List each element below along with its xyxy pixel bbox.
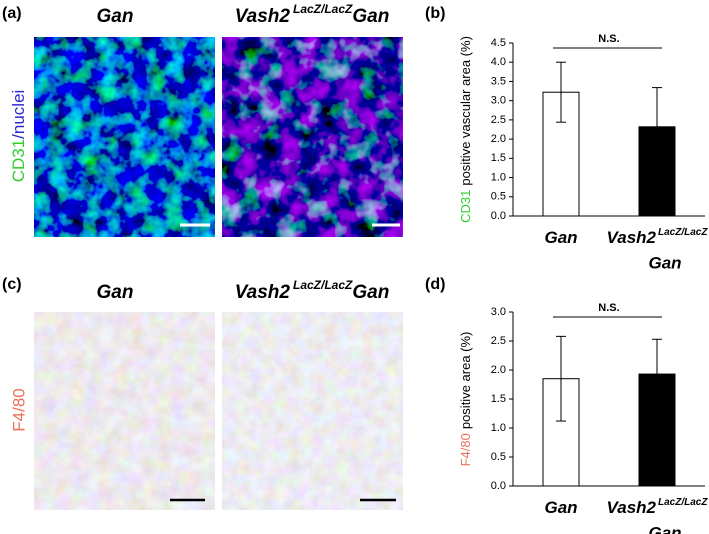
stain-text: CD31	[9, 139, 28, 182]
y-tick-label: 3.5	[491, 75, 506, 87]
stain-label: CD31/nuclei	[9, 90, 28, 183]
y-axis-label-part: positive vascular area (%)	[458, 36, 473, 186]
image-title: Vash2 LacZ/LacZGan	[235, 278, 390, 303]
micrograph	[34, 312, 215, 510]
micrograph	[222, 312, 403, 510]
stain-text: /nuclei	[9, 90, 28, 139]
y-axis-label-part: positive area (%)	[458, 332, 473, 430]
y-tick-label: 0.0	[491, 210, 506, 222]
title-text: Gan	[352, 282, 389, 303]
x-tick-label: Vash2 LacZ/LacZ	[607, 227, 709, 248]
title-text: Gan	[352, 6, 389, 27]
title-text: Gan	[97, 282, 134, 303]
y-tick-label: 4.5	[491, 37, 506, 49]
title-text: Vash2	[235, 282, 291, 303]
title-superscript: LacZ/LacZ	[293, 278, 353, 292]
y-tick-label: 0.5	[491, 451, 506, 463]
y-tick-label: 2.0	[491, 364, 506, 376]
y-tick-label: 1.0	[491, 422, 506, 434]
x-tick-label: Vash2 LacZ/LacZ	[607, 497, 709, 518]
category-text: Gan	[544, 498, 577, 517]
image-title: Gan	[97, 282, 134, 303]
y-tick-label: 2.5	[491, 114, 506, 126]
panel-label: (a)	[2, 5, 22, 22]
title-text: Vash2	[235, 6, 291, 27]
x-tick-label: Gan	[648, 523, 681, 534]
title-text: Gan	[97, 6, 134, 27]
y-tick-label: 3.0	[491, 95, 506, 107]
y-tick-label: 0.0	[491, 480, 506, 492]
y-axis-label-part: CD31	[458, 190, 473, 223]
stain-label: F4/80	[9, 388, 28, 431]
panel-label: (d)	[425, 276, 445, 293]
category-superscript: LacZ/LacZ	[658, 227, 708, 238]
y-tick-label: 2.0	[491, 133, 506, 145]
image-title: Vash2 LacZ/LacZGan	[235, 2, 390, 27]
y-tick-label: 1.5	[491, 393, 506, 405]
y-tick-label: 1.0	[491, 171, 506, 183]
panel-label: (c)	[2, 276, 22, 293]
x-tick-label: Gan	[544, 228, 577, 247]
panel-label: (b)	[425, 5, 445, 22]
category-superscript: LacZ/LacZ	[658, 497, 708, 508]
y-tick-label: 1.5	[491, 152, 506, 164]
title-superscript: LacZ/LacZ	[293, 2, 353, 16]
x-tick-label: Gan	[648, 253, 681, 272]
y-tick-label: 0.5	[491, 191, 506, 203]
micrograph	[34, 37, 215, 237]
y-tick-label: 2.5	[491, 335, 506, 347]
y-axis-label: CD31 positive vascular area (%)	[458, 36, 473, 223]
category-text: Gan	[544, 228, 577, 247]
y-tick-label: 3.0	[491, 306, 506, 318]
y-axis-label: F4/80 positive area (%)	[458, 332, 473, 467]
significance-label: N.S.	[598, 33, 619, 45]
category-text: Vash2	[607, 228, 657, 247]
y-tick-label: 4.0	[491, 56, 506, 68]
bar	[542, 91, 580, 217]
image-title: Gan	[97, 6, 134, 27]
x-tick-label: Gan	[544, 498, 577, 517]
micrograph	[222, 37, 403, 237]
y-axis-label-part: F4/80	[458, 433, 473, 466]
significance-label: N.S.	[598, 302, 619, 314]
category-text: Vash2	[607, 498, 657, 517]
